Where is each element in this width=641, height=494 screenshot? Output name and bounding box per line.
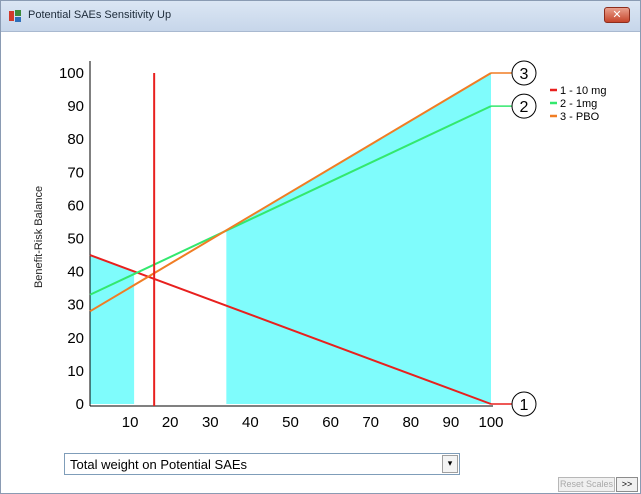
y-tick-label: 50 <box>67 231 84 248</box>
end-marker-3 <box>511 60 537 86</box>
sensitivity-chart: 0 10 20 30 40 50 60 70 80 90 100 10 20 30 40 50 60 70 80 90… <box>33 60 606 431</box>
app-icon <box>9 10 21 22</box>
more-button[interactable]: >> <box>616 477 638 492</box>
chevron-down-icon[interactable]: ▾ <box>442 455 458 473</box>
end-label-3: 3 <box>520 66 529 83</box>
y-tick-label: 0 <box>76 396 84 413</box>
y-tick-label: 60 <box>67 197 84 214</box>
legend-entry-2: 2 - 1mg <box>560 98 597 110</box>
axes <box>89 61 493 407</box>
x-tick-label: 20 <box>162 414 179 431</box>
y-tick-label: 40 <box>67 264 84 281</box>
series-line-2 <box>89 105 492 296</box>
weight-select-value: Total weight on Potential SAEs <box>70 457 248 472</box>
window-title: Potential SAEs Sensitivity Up <box>28 9 172 21</box>
y-tick-label: 90 <box>67 98 84 115</box>
y-axis-label: Benefit-Risk Balance <box>33 186 45 288</box>
x-tick-label: 80 <box>402 414 419 431</box>
x-tick-label: 10 <box>122 414 139 431</box>
x-tick-label: 50 <box>282 414 299 431</box>
x-tick-label: 70 <box>362 414 379 431</box>
close-button[interactable]: ✕ <box>604 7 630 23</box>
weight-select[interactable]: Total weight on Potential SAEs ▾ <box>64 453 460 475</box>
y-tick-label: 10 <box>67 363 84 380</box>
title-bar[interactable]: Potential SAEs Sensitivity Up ✕ <box>1 1 640 32</box>
shaded-region-2 <box>226 73 491 404</box>
end-marker-1 <box>511 391 537 417</box>
reset-scales-button[interactable]: Reset Scales <box>558 477 615 492</box>
shaded-regions <box>90 73 491 404</box>
x-tick-label: 30 <box>202 414 219 431</box>
chart-panel: 0 10 20 30 40 50 60 70 80 90 100 10 20 30 40 50 60 70 80 90… <box>2 32 639 492</box>
y-tick-label: 30 <box>67 297 84 314</box>
x-tick-label: 60 <box>322 414 339 431</box>
end-marker-2 <box>511 93 537 119</box>
y-tick-label: 70 <box>67 164 84 181</box>
x-tick-label: 40 <box>242 414 259 431</box>
x-tick-label: 90 <box>443 414 460 431</box>
y-tick-label: 80 <box>67 131 84 148</box>
end-label-2: 2 <box>520 99 529 116</box>
series-end-labels: 1 2 3 <box>491 60 537 417</box>
x-tick-label: 100 <box>478 414 503 431</box>
legend-entry-3: 3 - PBO <box>560 111 600 123</box>
end-label-1: 1 <box>520 397 529 414</box>
series-lines <box>89 72 492 405</box>
legend-entry-1: 1 - 10 mg <box>560 85 606 97</box>
y-tick-label: 100 <box>59 65 84 82</box>
series-line-3 <box>89 72 492 313</box>
tick-labels: 0 10 20 30 40 50 60 70 80 90 100 10 20 30 40 50 60 70 80 90… <box>59 65 504 431</box>
y-tick-label: 20 <box>67 330 84 347</box>
series-line-1 <box>89 254 492 405</box>
